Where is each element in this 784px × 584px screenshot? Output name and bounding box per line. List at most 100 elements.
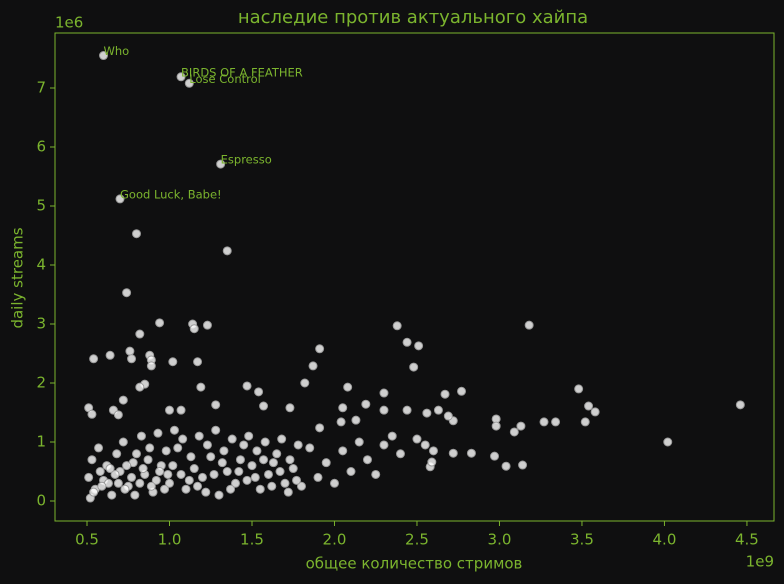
point (135, 478, 145, 488)
point (524, 320, 534, 330)
point (255, 484, 265, 494)
point (268, 458, 278, 468)
point (234, 466, 244, 476)
point (343, 382, 353, 392)
point (202, 320, 212, 330)
point (351, 415, 361, 425)
point (122, 461, 132, 471)
point (433, 405, 443, 415)
point (663, 437, 673, 447)
point (735, 400, 745, 410)
point (490, 451, 500, 461)
point (84, 472, 94, 482)
point (277, 434, 287, 444)
point (250, 472, 260, 482)
point (87, 409, 97, 419)
point (392, 321, 402, 331)
point (113, 478, 123, 488)
point (161, 446, 171, 456)
point (132, 229, 142, 239)
point (95, 466, 105, 476)
annotation: Espresso (221, 153, 272, 167)
point (196, 382, 206, 392)
point (491, 421, 501, 431)
point (176, 72, 186, 82)
point (379, 405, 389, 415)
point (247, 461, 257, 471)
point (466, 448, 476, 458)
point (168, 357, 178, 367)
point (173, 443, 183, 453)
point (189, 464, 199, 474)
point (219, 446, 229, 456)
point (336, 417, 346, 427)
x-tick-label: 3.5 (570, 531, 594, 549)
point (87, 455, 97, 465)
point (202, 440, 212, 450)
point (285, 455, 295, 465)
point (516, 421, 526, 431)
point (118, 437, 128, 447)
point (194, 431, 204, 441)
point (105, 464, 115, 474)
point (211, 425, 221, 435)
point (409, 362, 419, 372)
point (235, 455, 245, 465)
point (105, 350, 115, 360)
point (346, 466, 356, 476)
point (115, 194, 125, 204)
point (145, 443, 155, 453)
point (214, 490, 224, 500)
x-tick-label: 1.5 (240, 531, 264, 549)
point (138, 464, 148, 474)
point (122, 288, 132, 298)
point (189, 324, 199, 334)
point (440, 389, 450, 399)
point (414, 341, 424, 351)
point (263, 469, 273, 479)
point (110, 469, 120, 479)
point (275, 466, 285, 476)
point (222, 466, 232, 476)
point (509, 427, 519, 437)
point (321, 458, 331, 468)
point (163, 469, 173, 479)
point (420, 440, 430, 450)
point (362, 455, 372, 465)
point (379, 440, 389, 450)
annotation: BIRDS OF A FEATHER (181, 65, 303, 79)
point (580, 417, 590, 427)
point (206, 452, 216, 462)
point (590, 407, 600, 417)
point (146, 481, 156, 491)
point (151, 475, 161, 485)
point (94, 443, 104, 453)
point (146, 361, 156, 371)
x-tick-label: 0.5 (75, 531, 99, 549)
point (402, 405, 412, 415)
y-tick-label: 4 (36, 255, 46, 273)
point (178, 434, 188, 444)
point (242, 381, 252, 391)
x-offset-label: 1e9 (746, 553, 774, 571)
point (338, 446, 348, 456)
y-tick-label: 0 (36, 491, 46, 509)
point (285, 403, 295, 413)
y-axis-label: daily streams (9, 227, 27, 328)
point (89, 354, 99, 364)
point (155, 318, 165, 328)
point (244, 431, 254, 441)
point (222, 246, 232, 256)
point (539, 417, 549, 427)
point (186, 452, 196, 462)
point (292, 475, 302, 485)
point (143, 455, 153, 465)
point (125, 346, 135, 356)
x-tick-label: 3.0 (488, 531, 512, 549)
point (260, 437, 270, 447)
point (283, 487, 293, 497)
point (267, 481, 277, 491)
point (169, 425, 179, 435)
point (259, 401, 269, 411)
point (308, 361, 318, 371)
